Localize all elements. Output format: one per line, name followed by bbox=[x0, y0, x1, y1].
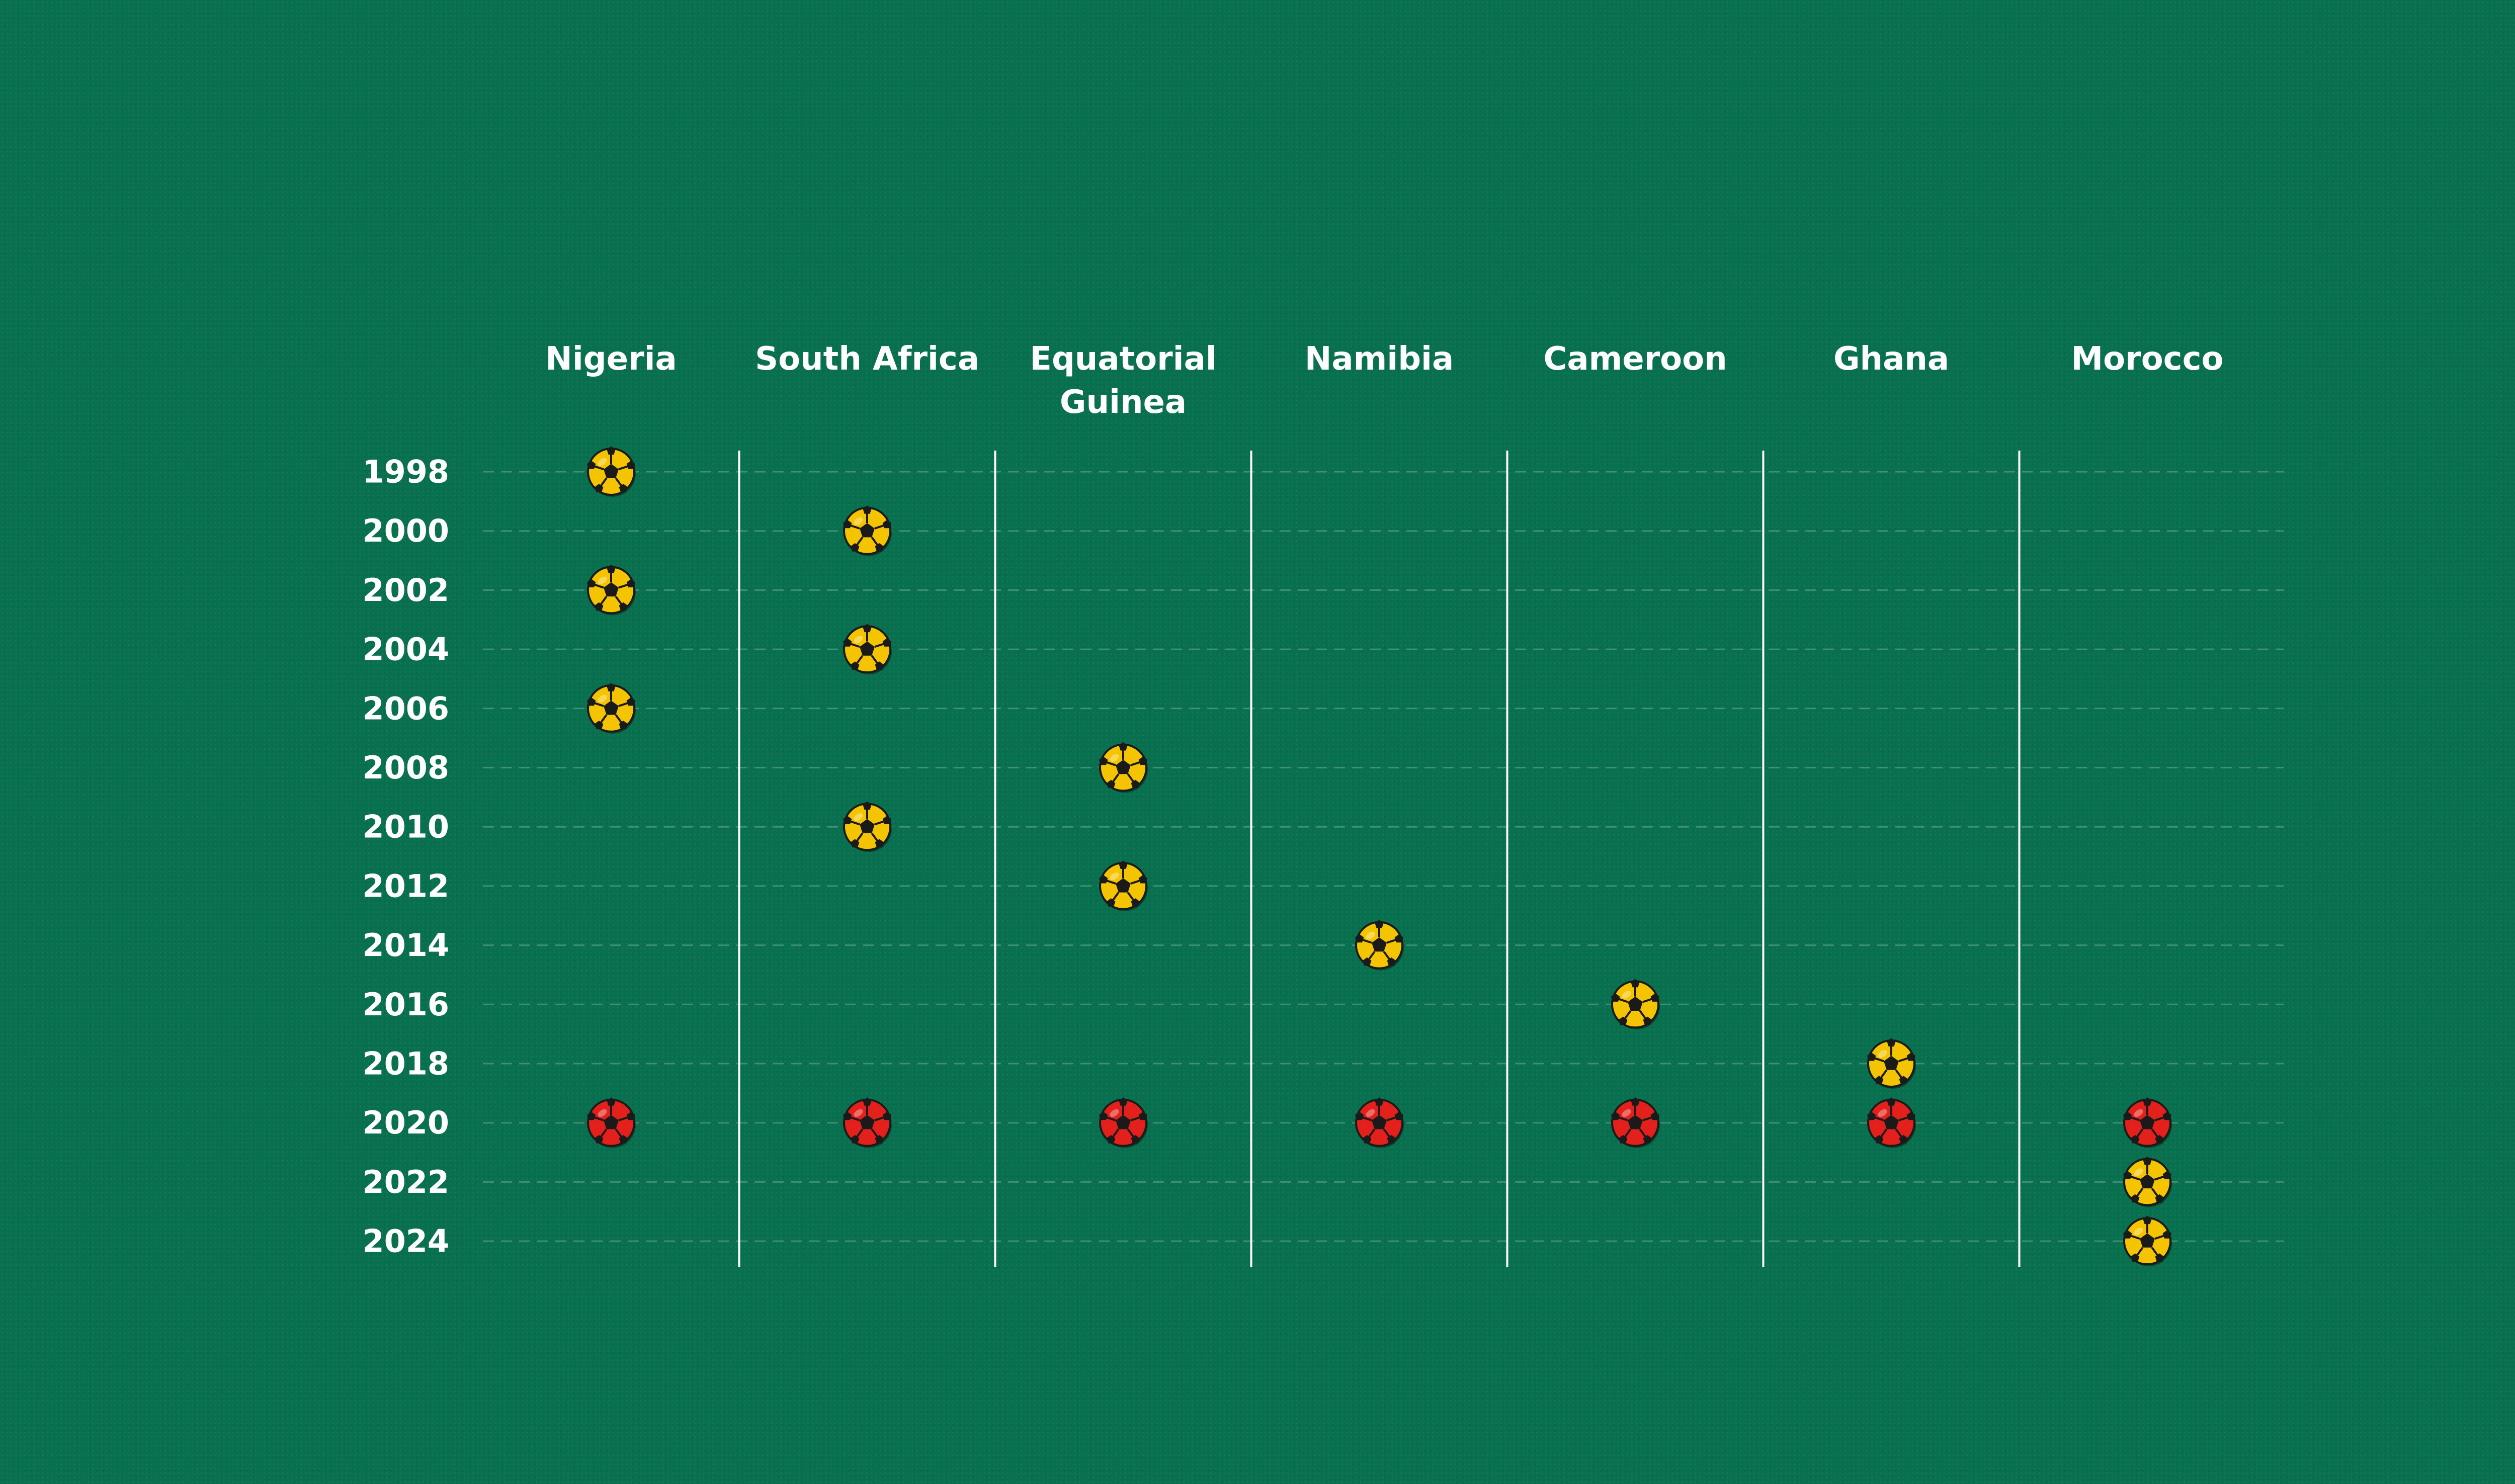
red-football-marker-ghana-2020 bbox=[1867, 1097, 1916, 1148]
year-label-2014: 2014 bbox=[362, 927, 449, 964]
year-label-2008: 2008 bbox=[362, 749, 449, 786]
yellow-football-marker-ghana-2018 bbox=[1867, 1038, 1916, 1089]
red-football-marker-nigeria-2020 bbox=[586, 1097, 636, 1148]
column-label-namibia: Namibia bbox=[1305, 340, 1454, 378]
yellow-football-marker-south-africa-2010 bbox=[843, 801, 892, 852]
column-dividers bbox=[738, 451, 2021, 1267]
year-label-2024: 2024 bbox=[362, 1223, 449, 1260]
yellow-football-marker-equatorial-guinea-2008 bbox=[1099, 742, 1148, 793]
year-label-2012: 2012 bbox=[362, 867, 449, 904]
red-football-marker-equatorial-guinea-2020 bbox=[1099, 1097, 1148, 1148]
yellow-football-marker-equatorial-guinea-2012 bbox=[1099, 860, 1148, 911]
column-labels: Nigeria South Africa Equatorial Guinea Namib… bbox=[545, 340, 2223, 421]
year-label-2010: 2010 bbox=[362, 809, 449, 845]
year-label-2020: 2020 bbox=[362, 1104, 449, 1141]
yellow-football-marker-nigeria-2006 bbox=[586, 683, 636, 734]
red-football-marker-morocco-2020 bbox=[2123, 1097, 2172, 1148]
column-label-cameroon: Cameroon bbox=[1543, 340, 1727, 378]
ball-markers bbox=[586, 446, 2172, 1267]
yellow-football-marker-south-africa-2004 bbox=[843, 624, 892, 675]
year-label-2004: 2004 bbox=[362, 631, 449, 668]
year-label-2000: 2000 bbox=[362, 512, 449, 549]
red-football-marker-cameroon-2020 bbox=[1611, 1097, 1660, 1148]
row-gridlines bbox=[483, 471, 2284, 1242]
year-label-1998: 1998 bbox=[362, 454, 449, 490]
yellow-football-marker-namibia-2014 bbox=[1355, 920, 1404, 971]
year-label-2016: 2016 bbox=[362, 986, 449, 1023]
yellow-football-marker-morocco-2024 bbox=[2123, 1215, 2172, 1267]
column-label-equatorial-guinea: Equatorial Guinea bbox=[1030, 340, 1216, 421]
column-label-nigeria: Nigeria bbox=[545, 340, 677, 378]
year-label-2018: 2018 bbox=[362, 1045, 449, 1082]
column-label-morocco: Morocco bbox=[2071, 340, 2223, 378]
yellow-football-marker-nigeria-2002 bbox=[586, 564, 636, 616]
year-label-2002: 2002 bbox=[362, 572, 449, 608]
yellow-football-marker-morocco-2022 bbox=[2123, 1156, 2172, 1207]
red-football-marker-namibia-2020 bbox=[1355, 1097, 1404, 1148]
column-label-ghana: Ghana bbox=[1833, 340, 1949, 378]
yellow-football-marker-cameroon-2016 bbox=[1611, 979, 1660, 1030]
column-label-south-africa: South Africa bbox=[755, 340, 979, 378]
red-football-marker-south-africa-2020 bbox=[843, 1097, 892, 1148]
year-label-2006: 2006 bbox=[362, 690, 449, 727]
yellow-football-marker-nigeria-1998 bbox=[586, 446, 636, 497]
yellow-football-marker-south-africa-2000 bbox=[843, 505, 892, 556]
year-label-2022: 2022 bbox=[362, 1164, 449, 1200]
year-labels: 1998 2000 2002 2004 2006 2008 2010 2012 2014 2016… bbox=[362, 454, 449, 1260]
